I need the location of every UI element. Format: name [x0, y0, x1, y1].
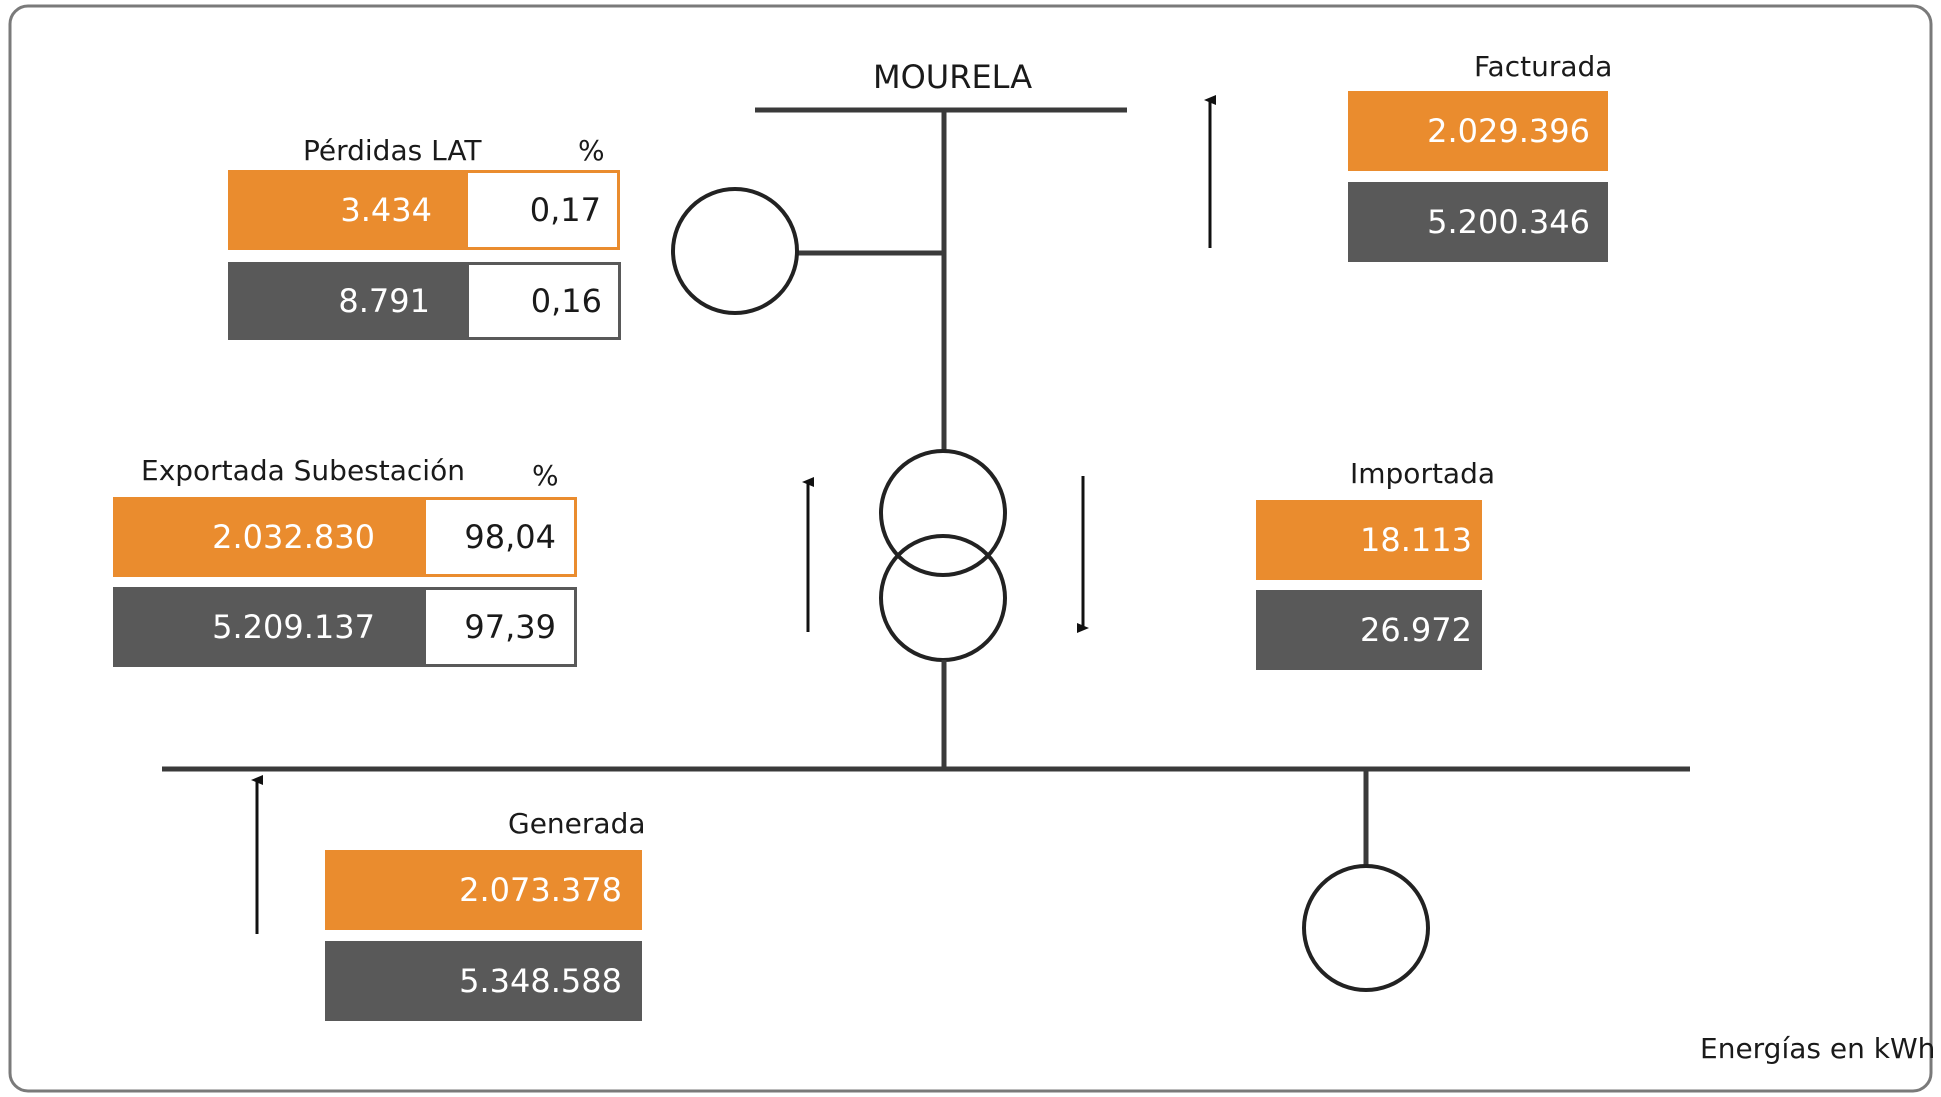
perdidas-lat-gray-pct: 0,16 [466, 262, 621, 340]
perdidas-lat-pct-label: % [578, 134, 605, 167]
generada-gray-value: 5.348.588 [325, 941, 642, 1021]
perdidas-lat-label: Pérdidas LAT [303, 134, 482, 167]
perdidas-lat-orange-pct: 0,17 [465, 170, 620, 250]
perdidas-lat-gray-value: 8.791 [228, 262, 468, 340]
bus-title: MOURELA [873, 58, 1033, 96]
generada-orange-value: 2.073.378 [325, 850, 642, 930]
exportada-pct-label: % [532, 459, 559, 492]
facturada-orange-value: 2.029.396 [1348, 91, 1608, 171]
generada-label: Generada [508, 807, 646, 840]
top-generator-circle [671, 187, 799, 315]
importada-gray-value: 26.972 [1256, 590, 1482, 670]
outer-frame [8, 4, 1933, 1093]
bottom-generator-circle [1302, 864, 1430, 992]
exportada-gray-pct: 97,39 [423, 587, 577, 667]
importada-label: Importada [1350, 457, 1496, 490]
units-note: Energías en kWh [1700, 1032, 1936, 1065]
facturada-gray-value: 5.200.346 [1348, 182, 1608, 262]
exportada-orange-value: 2.032.830 [113, 497, 425, 577]
exportada-gray-value: 5.209.137 [113, 587, 425, 667]
transformer-lower-circle [879, 534, 1007, 662]
facturada-label: Facturada [1474, 50, 1613, 83]
perdidas-lat-orange-value: 3.434 [228, 170, 466, 250]
importada-orange-value: 18.113 [1256, 500, 1482, 580]
transformer-upper-circle [879, 449, 1007, 577]
exportada-orange-pct: 98,04 [423, 497, 577, 577]
exportada-label: Exportada Subestación [141, 454, 465, 487]
